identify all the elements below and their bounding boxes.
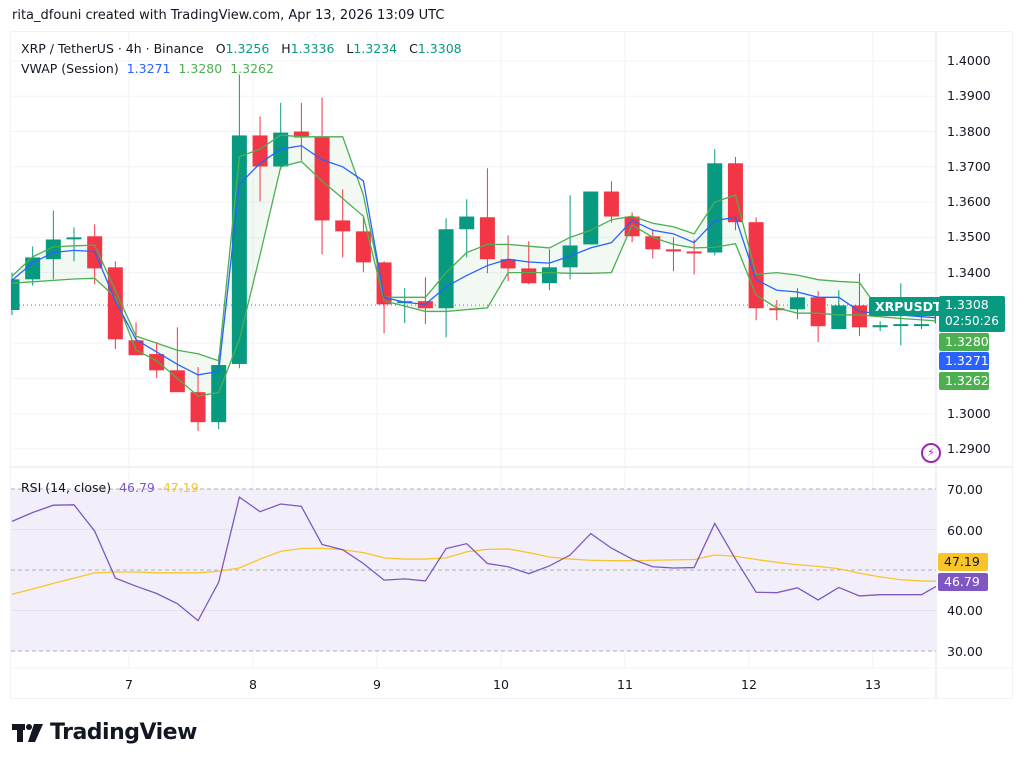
vwap-upper-tag: 1.3280 (939, 333, 989, 351)
rsi-title[interactable]: RSI (14, close) (21, 480, 112, 495)
candle-body (500, 259, 516, 269)
candle-body (66, 237, 82, 240)
candle-body (25, 257, 41, 280)
low-value: 1.3234 (353, 41, 398, 56)
x-tick: 13 (865, 677, 881, 692)
rsi-tag: 46.79 (938, 573, 988, 591)
low-label: L (346, 41, 354, 56)
candle-body (913, 324, 929, 327)
candle-body (541, 267, 557, 284)
candle-body (893, 324, 909, 327)
rsi-legend: RSI (14, close) 46.79 47.19 (21, 480, 203, 495)
price-tick: 1.3800 (947, 123, 991, 139)
candle-body (521, 268, 537, 284)
candle-body (335, 220, 351, 232)
rsi-tick: 70.00 (947, 482, 983, 497)
tradingview-logo[interactable]: TradingView (12, 720, 197, 745)
candle-body (769, 308, 785, 311)
vwap-line (11, 144, 936, 376)
high-value: 1.3336 (290, 41, 335, 56)
symbol-title[interactable]: XRP / TetherUS · 4h · Binance (21, 41, 204, 56)
x-tick: 12 (741, 677, 757, 692)
candle-body (645, 236, 661, 250)
chart-frame (10, 31, 1013, 699)
rsi-ma-tag: 47.19 (938, 553, 988, 571)
candle-body (851, 305, 867, 328)
vwap-lower-value: 1.3262 (230, 61, 274, 76)
candle-body (707, 163, 723, 253)
rsi-ma-line (11, 547, 936, 595)
vwap-value: 1.3271 (126, 61, 171, 76)
candle-body (293, 131, 309, 138)
candle-body (479, 217, 495, 260)
last-price-tag: 1.3308 02:50:26 (939, 296, 1005, 332)
price-tick: 1.4000 (947, 53, 991, 68)
candle-body (231, 135, 247, 364)
price-pane (11, 74, 936, 431)
vwap-upper-line (11, 134, 936, 362)
tradingview-logo-icon (12, 723, 43, 742)
x-tick: 9 (373, 677, 381, 692)
candle-body (11, 279, 20, 311)
candle-body (831, 305, 847, 330)
x-tick: 10 (493, 677, 509, 692)
price-tick: 1.3000 (947, 405, 991, 421)
open-label: O (215, 41, 226, 56)
candle-body (190, 392, 206, 423)
candle-body (872, 325, 888, 328)
rsi-tick: 40.00 (947, 603, 983, 618)
candle-body (107, 267, 123, 340)
x-tick: 8 (249, 677, 257, 692)
rsi-tick: 60.00 (947, 523, 983, 538)
bar-countdown: 02:50:26 (945, 314, 999, 328)
rsi-line (11, 496, 936, 622)
vwap-legend: VWAP (Session) 1.3271 1.3280 1.3262 (21, 61, 278, 76)
price-tick: 1.3600 (947, 194, 991, 210)
vwap-lower-line (11, 160, 936, 397)
candle-body (603, 191, 619, 217)
candle-body (665, 249, 681, 252)
chart-credit: rita_dfouni created with TradingView.com… (12, 8, 445, 23)
brand-name: TradingView (50, 720, 197, 745)
rsi-value: 46.79 (119, 480, 155, 495)
x-tick: 7 (125, 677, 133, 692)
x-tick: 11 (617, 677, 633, 692)
candle-body (149, 354, 165, 371)
candle-body (789, 297, 805, 310)
candle-body (583, 191, 599, 245)
price-tick: 1.3700 (947, 158, 991, 174)
price-tick: 1.3500 (947, 229, 991, 245)
vwap-title[interactable]: VWAP (Session) (21, 61, 119, 76)
candle-body (355, 231, 371, 263)
price-tick: 1.2900 (947, 440, 991, 456)
symbol-price-tag: XRPUSDT (869, 297, 948, 316)
candle-body (438, 229, 454, 309)
rsi-tick: 30.00 (947, 644, 983, 659)
vwap-upper-value: 1.3280 (178, 61, 223, 76)
vwap-lower-tag: 1.3262 (939, 372, 989, 390)
candle-body (211, 365, 227, 423)
open-value: 1.3256 (225, 41, 270, 56)
symbol-legend: XRP / TetherUS · 4h · Binance O1.3256 H1… (21, 41, 470, 56)
rsi-pane (11, 488, 936, 652)
lightning-icon[interactable]: ⚡ (921, 443, 941, 463)
last-price: 1.3308 (945, 297, 989, 312)
candle-body (810, 297, 826, 327)
rsi-ma-value: 47.19 (162, 480, 199, 495)
price-tick: 1.3900 (947, 88, 991, 104)
candle-body (314, 137, 330, 221)
price-tick: 1.3400 (947, 264, 991, 280)
candle-body (252, 135, 268, 167)
close-label: C (409, 41, 418, 56)
candle-body (459, 216, 475, 230)
candle-body (686, 251, 702, 254)
vwap-tag: 1.3271 (939, 352, 989, 370)
high-label: H (281, 41, 291, 56)
close-value: 1.3308 (417, 41, 462, 56)
